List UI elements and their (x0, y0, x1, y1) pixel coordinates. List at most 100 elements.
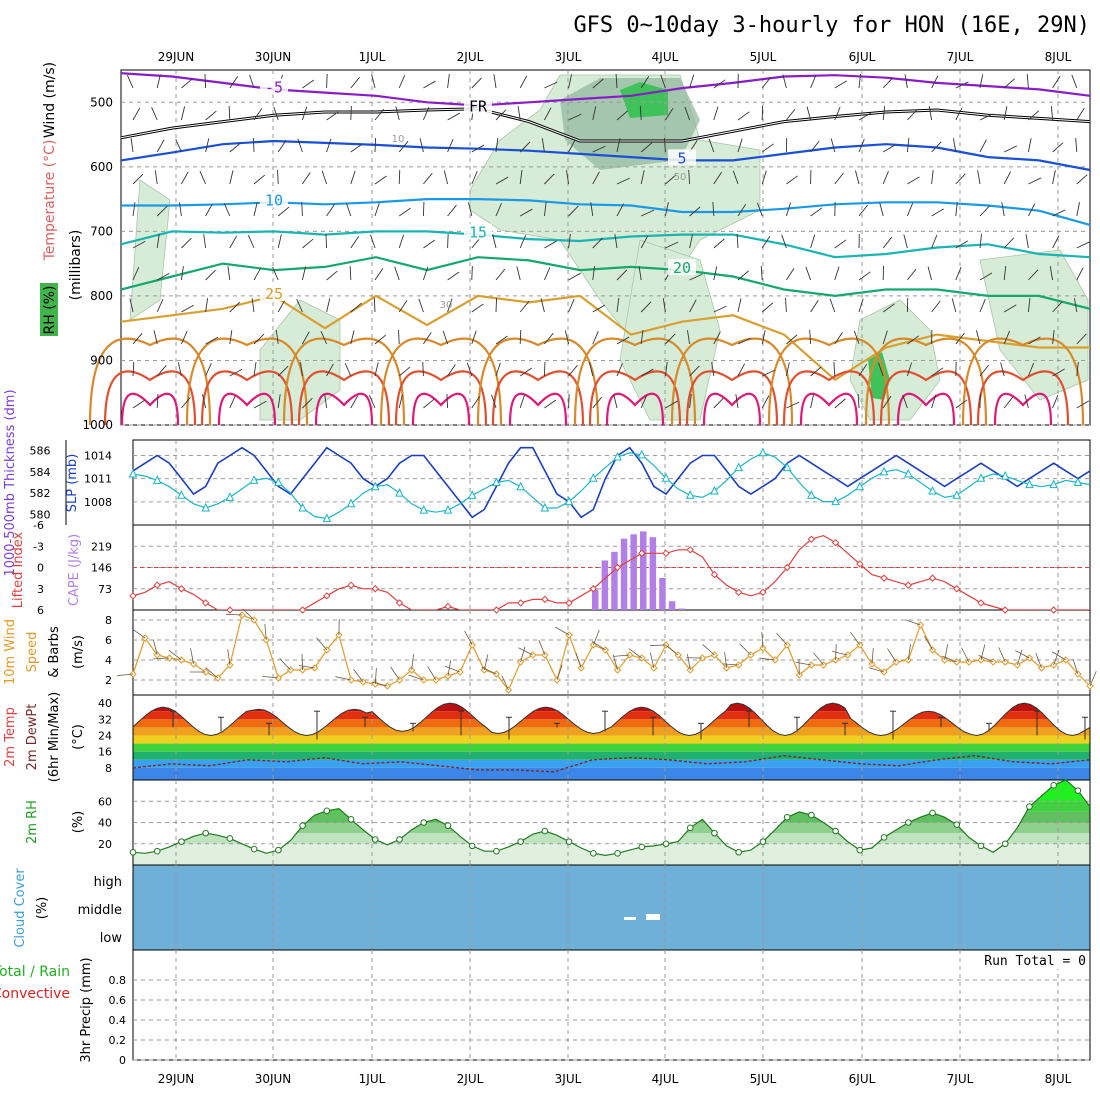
thickness-line (132, 452, 1091, 520)
wind-barb (1049, 266, 1054, 281)
wind-barb (1076, 362, 1079, 377)
wind-tick: 6 (105, 634, 112, 647)
axis-label-wind10m-4: (m/s) (71, 635, 86, 669)
wind-barb (834, 266, 840, 281)
bottom-day-label: 30JUN (255, 1072, 292, 1086)
wind-barb (419, 138, 424, 153)
wind-barb (568, 74, 573, 89)
wind-barb (955, 173, 966, 185)
wind-barb (275, 330, 279, 345)
wind-barb (544, 107, 552, 121)
wind-barb (395, 106, 400, 121)
wind-barb-10m (591, 640, 606, 651)
wind-barb (931, 141, 942, 153)
rh-point (590, 850, 597, 857)
rh-point (929, 809, 936, 817)
wind-barb (447, 271, 460, 281)
wind-barb (175, 139, 182, 153)
wind-barb (829, 298, 836, 313)
wind-barb-10m (316, 637, 328, 651)
wind-barb-10m (264, 624, 267, 641)
wind-barb-10m (761, 632, 764, 649)
wind-barb (927, 266, 933, 281)
wind-barb (181, 171, 189, 185)
wind-barb (205, 110, 217, 121)
li-point (395, 599, 404, 607)
wind-barb (858, 138, 865, 153)
dome-isotherm (685, 370, 779, 426)
wind-barb (1071, 74, 1078, 89)
wind-barb (253, 267, 262, 281)
wind-barb (592, 78, 604, 89)
wind-barb (151, 107, 158, 121)
wind-barb (205, 336, 219, 345)
thickness-tick: 580 (30, 508, 51, 521)
top-day-label: 1JUL (359, 50, 386, 64)
precip-tick: 0 (119, 1054, 126, 1067)
wind-barb (154, 170, 158, 185)
wind-barb (277, 394, 281, 409)
wind-barb (737, 138, 743, 153)
wind-barb (447, 364, 456, 377)
wind-barb (442, 330, 449, 345)
wind-barb (326, 111, 339, 121)
li-point (371, 585, 379, 593)
wind-barb (1028, 269, 1039, 281)
wind-barb (616, 177, 630, 185)
pressure-tick: 600 (90, 160, 113, 174)
wind-barb (519, 141, 531, 153)
rh-point (735, 848, 742, 856)
wind-barb-10m (298, 665, 315, 669)
wind-barb (902, 394, 908, 409)
wind-barb (350, 76, 361, 89)
cape-bar (611, 551, 618, 610)
wind-barb (665, 241, 679, 249)
wind-barb (519, 234, 527, 249)
wind-barb (326, 138, 332, 153)
wind-barb-10m (998, 647, 1006, 663)
wind-barb (253, 333, 265, 345)
precip-tick: 0.2 (109, 1034, 127, 1047)
li-point (613, 563, 622, 572)
wind-barb (854, 170, 860, 185)
li-point (928, 574, 937, 582)
wind-barb (713, 106, 719, 121)
wind-barb (422, 266, 429, 281)
wind-barb (882, 144, 896, 153)
wind-barb (882, 170, 889, 185)
cape-bar (678, 608, 685, 610)
wind-barb (858, 298, 864, 313)
wind-barb (931, 75, 939, 89)
isotherm-label: 25 (265, 285, 283, 303)
wind-barb (181, 237, 192, 249)
thickness-point (1073, 477, 1083, 486)
wind-barb (374, 137, 376, 153)
wind-barb-10m (687, 654, 691, 671)
wind-barb (1073, 298, 1078, 313)
wind-barb (156, 139, 165, 153)
wind-barb (664, 202, 669, 217)
thickness-point (322, 513, 332, 523)
cape-bar (630, 534, 637, 610)
wind-barb (615, 74, 618, 89)
temp-tick: 40 (98, 697, 112, 710)
isotherm-line (120, 139, 1091, 172)
wind-barb (326, 363, 334, 377)
temp-tick: 24 (98, 729, 112, 742)
wind-barb (1003, 266, 1007, 281)
cloud-fill (133, 865, 1090, 950)
wind-barb (446, 393, 449, 409)
wind-barb (447, 74, 450, 89)
axis-label-cloud: Cloud Cover (13, 868, 28, 948)
rh-point (1026, 803, 1033, 810)
li-point (516, 599, 525, 607)
pressure-tick: 900 (90, 353, 113, 367)
wind-barb (979, 298, 986, 313)
wind-barb (589, 362, 594, 377)
thickness-point (249, 475, 259, 484)
dome-isotherm (588, 370, 682, 426)
li-point (298, 606, 307, 614)
wind-barb (301, 106, 308, 121)
wind-barb (1076, 333, 1087, 345)
